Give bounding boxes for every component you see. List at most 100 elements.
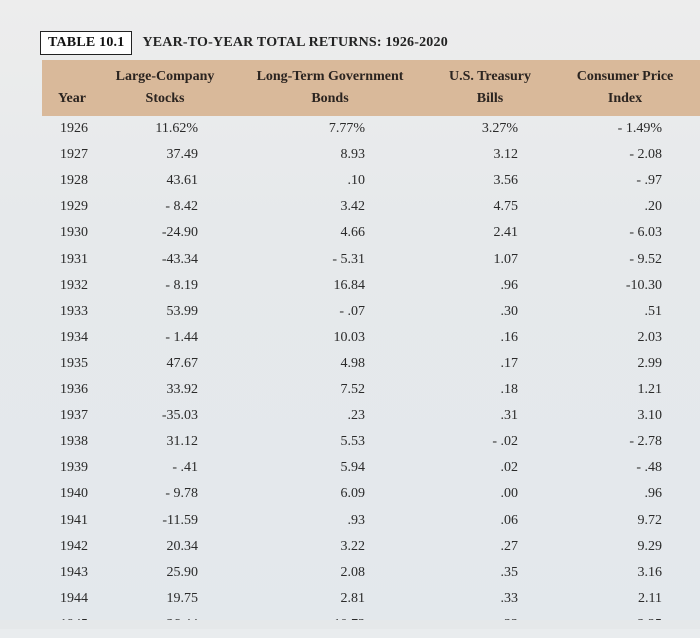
cell-bills: .02 (500, 460, 519, 476)
table-row: 1934 - 1.44 10.03 .16 2.03 (0, 325, 700, 351)
cell-stocks: 20.34 (166, 538, 199, 554)
cell-cpi: - 6.03 (629, 225, 662, 241)
cell-stocks: 11.62% (155, 121, 198, 136)
table-row: 1935 47.67 4.98 .17 2.99 (0, 351, 700, 377)
cell-stocks: 47.67 (166, 355, 199, 371)
cell-bonds: 3.22 (340, 538, 366, 554)
cell-year: 1929 (60, 199, 88, 215)
cell-bills: .35 (500, 564, 519, 580)
cell-bonds: 6.09 (340, 486, 366, 502)
cell-bonds: .23 (347, 408, 366, 424)
cell-bills: .06 (500, 512, 519, 528)
table-row: 1942 20.34 3.22 .27 9.29 (0, 534, 700, 560)
column-header-bonds: Long-Term Government Bonds (256, 69, 404, 106)
cell-year: 1930 (60, 225, 88, 241)
cell-stocks: -24.90 (161, 225, 198, 241)
cell-bills: 3.12 (493, 147, 519, 163)
cell-year: 1926 (60, 121, 88, 136)
cell-bonds: .93 (347, 512, 366, 528)
cell-cpi: 9.72 (637, 512, 663, 528)
cell-year: 1936 (60, 382, 88, 397)
table-row: 1932 - 8.19 16.84 .96 -10.30 (0, 273, 700, 299)
cell-cpi: -10.30 (625, 277, 662, 293)
cell-bonds: 2.81 (340, 590, 366, 606)
cell-bills: 2.41 (493, 225, 519, 241)
cell-stocks: 37.49 (166, 147, 199, 163)
cell-bills: .16 (500, 329, 519, 345)
cell-year: 1944 (60, 590, 88, 606)
cell-bonds: 5.94 (340, 460, 366, 476)
cell-bills: 3.56 (493, 173, 519, 189)
cell-cpi: 2.99 (637, 355, 663, 371)
cell-year: 1935 (60, 355, 88, 371)
table-row: 1943 25.90 2.08 .35 3.16 (0, 560, 700, 586)
cell-year: 1942 (60, 538, 88, 554)
table-title-row: TABLE 10.1 YEAR-TO-YEAR TOTAL RETURNS: 1… (40, 30, 448, 56)
cell-bonds: - .07 (339, 303, 365, 319)
cell-bills: 1.07 (493, 251, 519, 267)
cell-stocks: - 9.78 (165, 486, 198, 502)
table-title: YEAR-TO-YEAR TOTAL RETURNS: 1926-2020 (142, 35, 448, 50)
table-header (42, 60, 700, 116)
column-header-year: Year (58, 91, 86, 106)
cell-cpi: .96 (644, 486, 663, 502)
cell-cpi: 1.21 (637, 382, 663, 397)
cell-cpi: - 9.52 (629, 251, 662, 267)
cell-bills: .00 (500, 486, 519, 502)
cell-bonds: .10 (347, 173, 366, 189)
cell-year: 1938 (60, 434, 88, 450)
table-row: 1929 - 8.42 3.42 4.75 .20 (0, 194, 700, 220)
cell-bonds: 3.42 (340, 199, 366, 215)
column-header-stocks: Large-Company Stocks (115, 69, 215, 106)
cell-year: 1928 (60, 173, 88, 189)
cell-stocks: - 1.44 (165, 329, 198, 345)
cell-cpi: - 2.08 (629, 147, 662, 163)
cell-cpi: 2.11 (638, 590, 662, 606)
cell-cpi: .51 (644, 303, 663, 319)
cell-bonds: 16.84 (333, 277, 366, 293)
cell-year: 1934 (60, 329, 88, 345)
cell-stocks: - 8.42 (165, 199, 198, 215)
cell-bonds: 5.53 (340, 434, 366, 450)
cell-year: 1931 (60, 251, 88, 267)
cell-year: 1941 (60, 512, 88, 528)
cell-stocks: 43.61 (166, 173, 199, 189)
cell-stocks: 33.92 (166, 382, 199, 397)
cell-year: 1933 (60, 303, 88, 319)
table-row: 1938 31.12 5.53 - .02 - 2.78 (0, 429, 700, 455)
cell-bills: 4.75 (493, 199, 519, 215)
page-cutoff (0, 620, 700, 629)
cell-bonds: 4.98 (340, 355, 366, 371)
cell-stocks: 53.99 (166, 303, 199, 319)
cell-stocks: - 8.19 (165, 277, 198, 293)
cell-bills: .96 (500, 277, 519, 293)
cell-stocks: -35.03 (161, 408, 198, 424)
table-row: 1940 - 9.78 6.09 .00 .96 (0, 481, 700, 507)
table-row: 1931 -43.34 - 5.31 1.07 - 9.52 (0, 247, 700, 273)
cell-stocks: -11.59 (162, 512, 198, 528)
cell-cpi: - 1.49% (617, 121, 662, 136)
cell-bills: - .02 (492, 434, 518, 450)
cell-bonds: 8.93 (340, 147, 366, 163)
column-header-bills: U.S. Treasury Bills (448, 69, 532, 106)
cell-bills: .18 (500, 382, 519, 397)
cell-bonds: 10.03 (333, 329, 366, 345)
cell-stocks: -43.34 (161, 251, 198, 267)
cell-stocks: 31.12 (166, 434, 199, 450)
cell-year: 1937 (60, 408, 88, 424)
cell-bills: .30 (500, 303, 519, 319)
cell-year: 1943 (60, 564, 88, 580)
table-row: 1926 11.62% 7.77% 3.27% - 1.49% (0, 116, 700, 142)
table-row: 1936 33.92 7.52 .18 1.21 (0, 377, 700, 403)
cell-cpi: - 2.78 (629, 434, 662, 450)
table-row: 1930 -24.90 4.66 2.41 - 6.03 (0, 220, 700, 246)
table-row: 1928 43.61 .10 3.56 - .97 (0, 168, 700, 194)
table-number: TABLE 10.1 (40, 31, 133, 55)
cell-year: 1932 (60, 277, 88, 293)
cell-year: 1939 (60, 460, 88, 476)
cell-bills: 3.27% (481, 121, 518, 136)
cell-bills: .17 (500, 355, 519, 371)
table-row: 1939 - .41 5.94 .02 - .48 (0, 455, 700, 481)
